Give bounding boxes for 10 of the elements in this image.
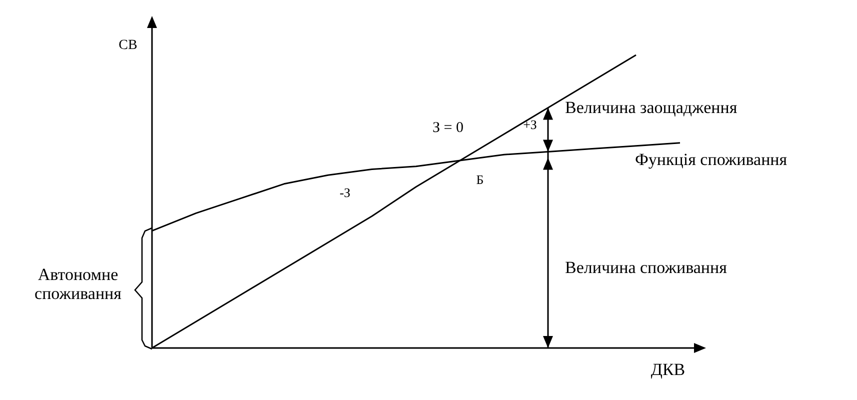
series-label: Функція споживання <box>635 150 788 169</box>
x-axis-title: ДКВ <box>650 360 686 379</box>
text: Автономне споживання <box>34 265 122 303</box>
annotation: З = 0 <box>432 120 464 136</box>
annotation: Величина заощадження <box>565 98 738 117</box>
y-axis-title: СВ <box>118 38 138 53</box>
annotation: +З <box>523 117 537 132</box>
annotation: Величина споживання <box>565 258 728 277</box>
annotation: -З <box>340 185 350 200</box>
annotation: Б <box>476 172 484 187</box>
